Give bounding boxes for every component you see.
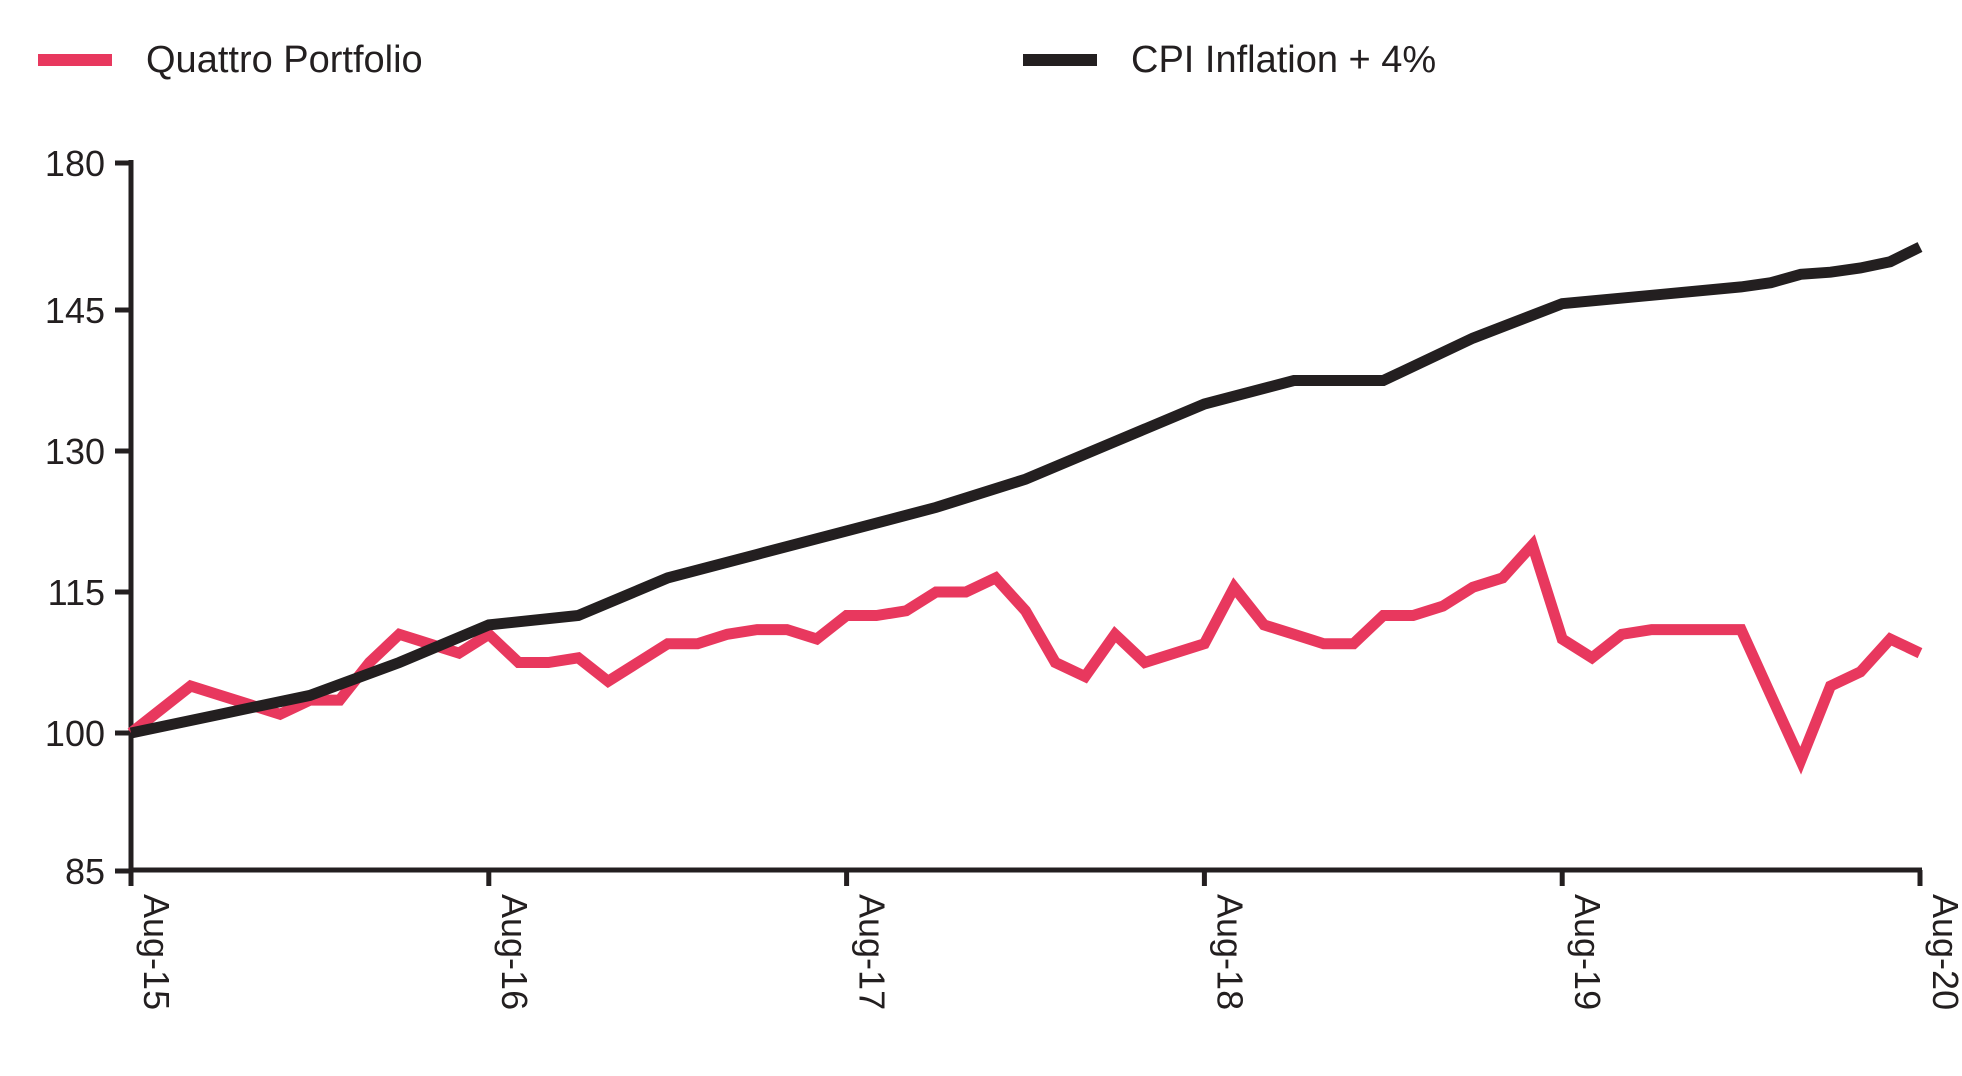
series-line-cpi-inflation-4 xyxy=(129,242,1923,739)
x-tick-label-aug-17: Aug-17 xyxy=(852,894,893,1010)
series-layer xyxy=(127,242,1923,775)
x-tick-label-aug-20: Aug-20 xyxy=(1925,894,1962,1010)
x-tick-label-aug-16: Aug-16 xyxy=(494,894,535,1010)
series-line-quattro-portfolio xyxy=(127,534,1923,775)
x-tick-label-aug-15: Aug-15 xyxy=(136,894,177,1010)
legend-item-quattro-portfolio: Quattro Portfolio xyxy=(38,30,423,90)
x-tick-label-aug-18: Aug-18 xyxy=(1209,894,1250,1010)
legend-swatch-quattro-portfolio xyxy=(38,54,112,66)
legend-label-quattro-portfolio: Quattro Portfolio xyxy=(146,38,423,81)
legend-swatch-cpi-inflation xyxy=(1023,54,1097,66)
legend-label-cpi-inflation: CPI Inflation + 4% xyxy=(1131,38,1437,81)
y-tick-label-145: 145 xyxy=(45,290,105,331)
chart-legend: Quattro Portfolio CPI Inflation + 4% xyxy=(0,30,1962,90)
y-tick-label-100: 100 xyxy=(45,713,105,754)
y-tick-label-85: 85 xyxy=(65,851,105,892)
y-tick-label-130: 130 xyxy=(45,431,105,472)
y-tick-label-180: 180 xyxy=(45,143,105,184)
y-axis: 85 100 115 130 145 180 xyxy=(45,143,134,892)
y-tick-label-115: 115 xyxy=(48,572,105,613)
x-tick-label-aug-19: Aug-19 xyxy=(1567,894,1608,1010)
x-axis: Aug-15 Aug-16 Aug-17 Aug-18 Aug-19 Aug-20 xyxy=(128,867,1962,1010)
legend-item-cpi-inflation: CPI Inflation + 4% xyxy=(1023,30,1436,90)
